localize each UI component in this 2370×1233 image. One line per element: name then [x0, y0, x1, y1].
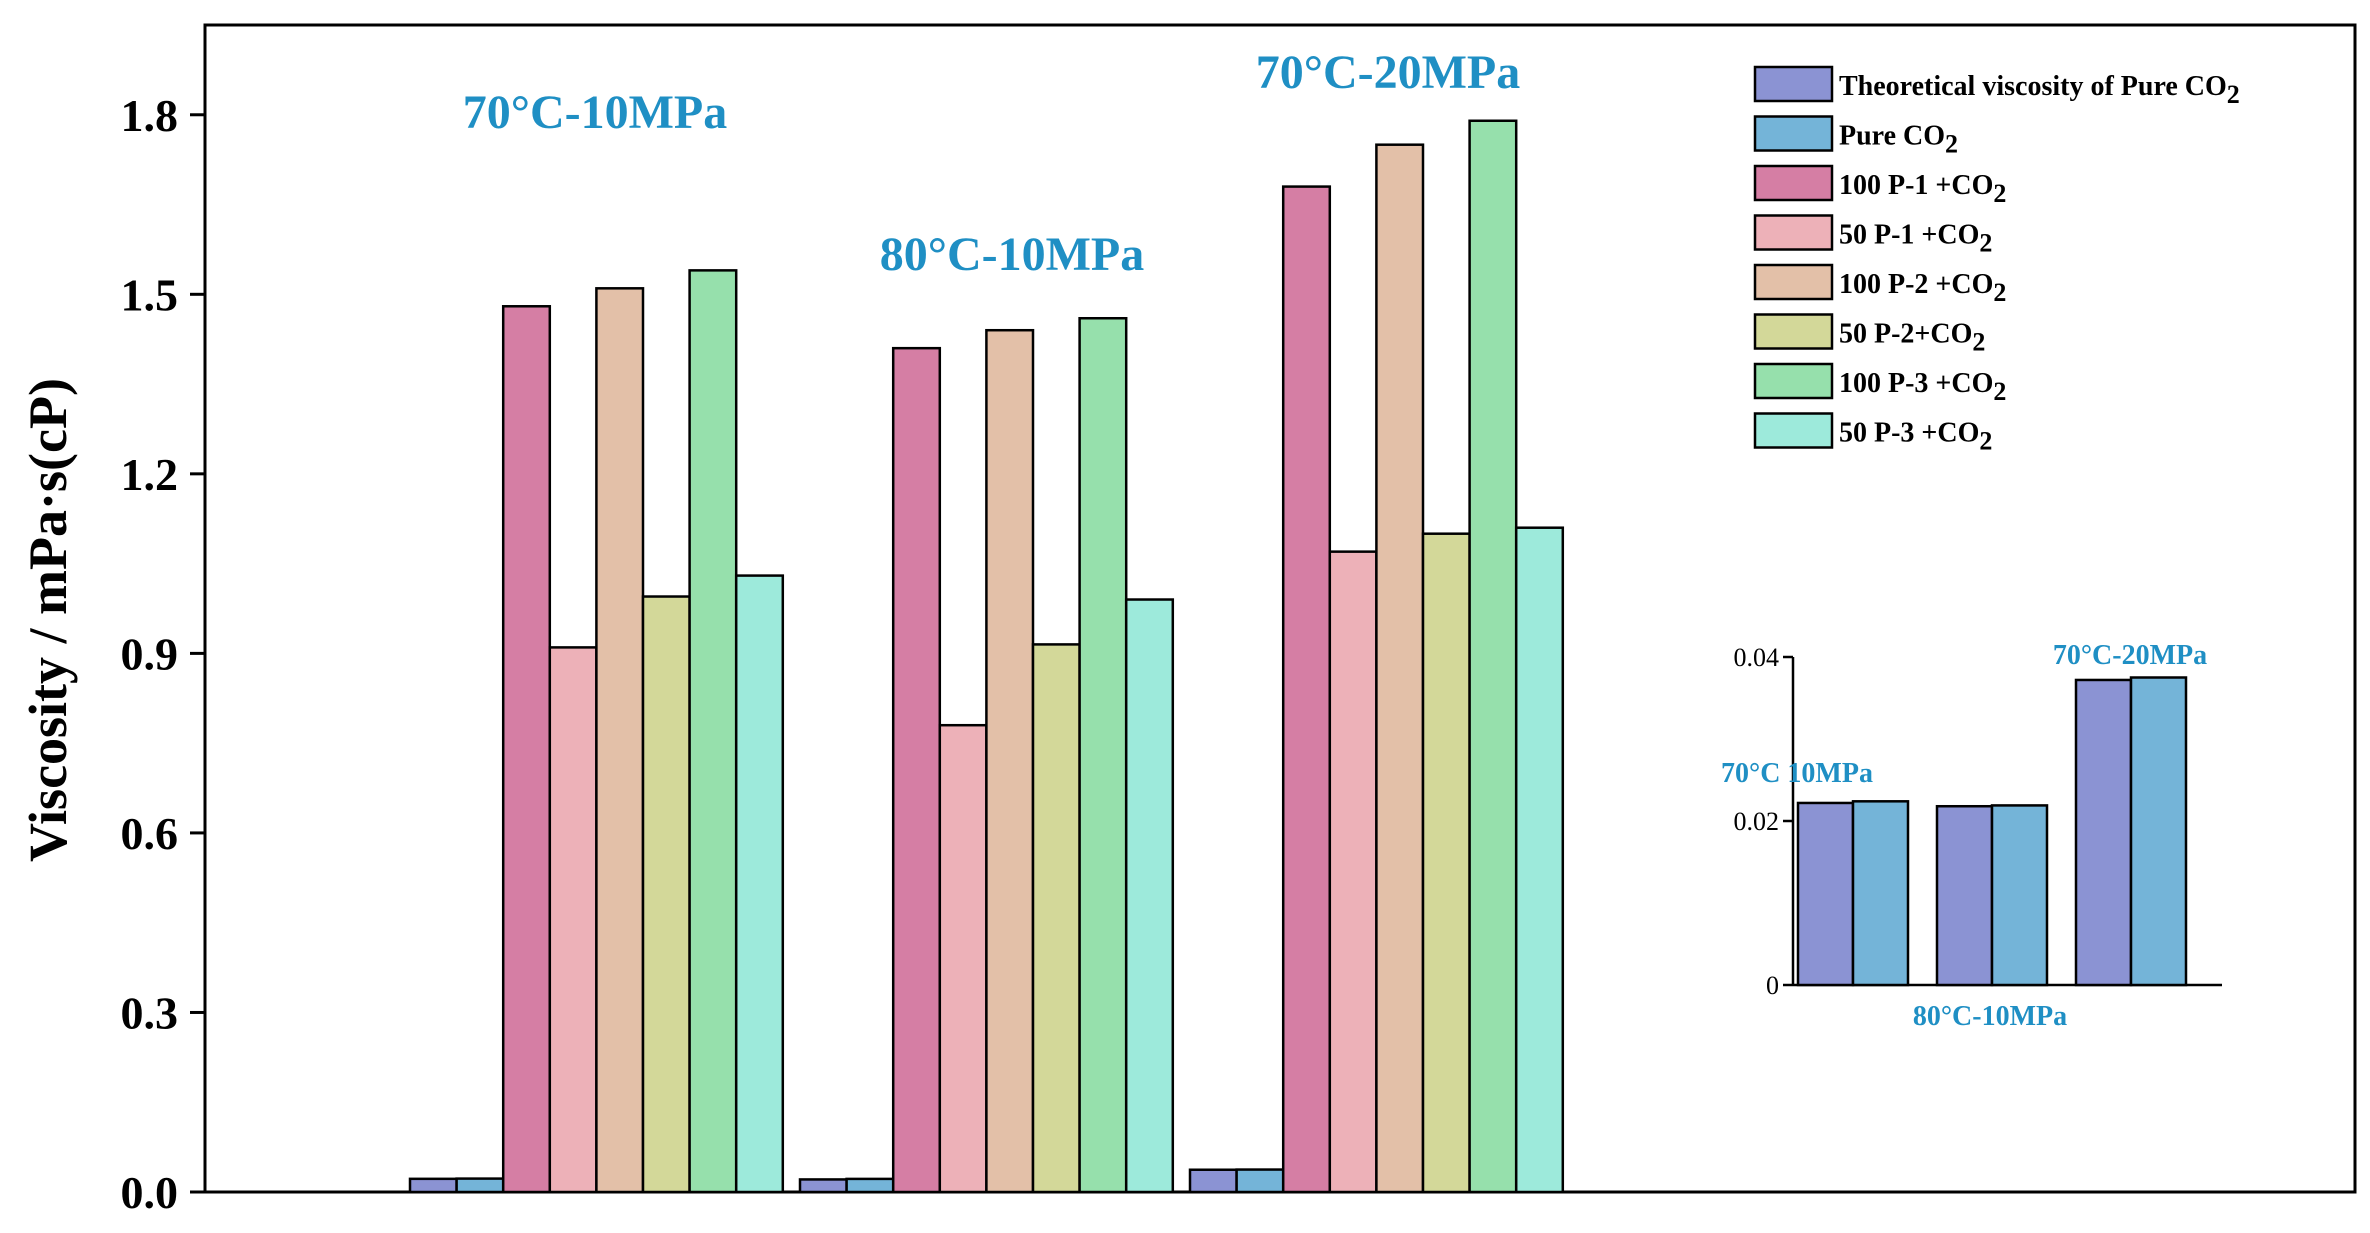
bar-1-2 [455, 1177, 505, 1194]
y-tick-label: 0.0 [121, 1167, 179, 1218]
bar-3-1 [1188, 1168, 1238, 1194]
bar-3-8 [1514, 526, 1565, 1194]
inset-bar-3-2 [2129, 676, 2188, 987]
legend-label: 100 P-2 +CO2 [1839, 269, 2006, 307]
inset-y-tick-label: 0.04 [1734, 643, 1780, 672]
bar-3-5 [1375, 143, 1425, 1194]
legend-swatch [1753, 362, 1834, 400]
bar-1-1 [408, 1177, 458, 1194]
y-tick-label: 1.5 [121, 269, 179, 320]
bar-1-7 [688, 269, 738, 1194]
bar-2-5 [985, 328, 1035, 1194]
legend-label: 100 P-3 +CO2 [1839, 368, 2006, 406]
bar-2-1 [798, 1178, 848, 1194]
legend-swatch [1753, 214, 1834, 251]
legend-label: Pure CO2 [1839, 121, 1958, 159]
y-axis-label: Viscosity / mPa·s(cP) [18, 378, 78, 862]
inset-y-tick-label: 0.02 [1734, 807, 1780, 836]
legend-label: 50 P-1 +CO2 [1839, 220, 1992, 258]
bar-2-3 [891, 346, 942, 1194]
group-label-2: 80°C-10MPa [880, 228, 1144, 281]
legend-label: 100 P-1 +CO2 [1839, 170, 2006, 208]
bar-1-6 [641, 595, 691, 1194]
legend: Theoretical viscosity of Pure CO2 Pure CO… [1753, 65, 2240, 456]
bar-3-7 [1468, 119, 1518, 1194]
group-label-3: 70°C-20MPa [1256, 46, 1520, 99]
group-labels: 70°C-10MPa 80°C-10MPa 70°C-20MPa [463, 46, 1520, 281]
legend-label: 50 P-2+CO2 [1839, 319, 1985, 357]
legend-label: Theoretical viscosity of Pure CO2 [1839, 71, 2240, 109]
inset-bar-1-2 [1851, 800, 1910, 987]
inset-label-2: 80°C-10MPa [1913, 1001, 2067, 1032]
inset-bar-1-1 [1796, 801, 1855, 987]
bar-3-6 [1421, 532, 1471, 1194]
bar-series [408, 119, 1565, 1194]
inset-label-1: 70°C 10MPa [1721, 758, 1873, 789]
inset-label-3: 70°C-20MPa [2053, 640, 2207, 671]
inset-bar-2-2 [1990, 804, 2049, 987]
y-tick-label: 0.6 [121, 808, 179, 859]
legend-swatch [1753, 164, 1834, 202]
legend-swatch [1753, 263, 1834, 301]
legend-swatch [1753, 65, 1834, 103]
bar-3-3 [1281, 185, 1332, 1194]
legend-swatch [1753, 412, 1834, 449]
bar-1-3 [501, 305, 552, 1194]
bar-2-6 [1031, 643, 1081, 1194]
group-label-1: 70°C-10MPa [463, 86, 727, 139]
bar-2-4 [938, 723, 988, 1194]
inset-chart: 0 0.02 0.04 70°C 10MPa 80°C-10MPa 70°C-20M… [1721, 640, 2222, 1032]
y-axis: 0.0 0.3 0.6 0.9 1.2 1.5 1.8 [121, 90, 205, 1218]
bar-2-2 [845, 1177, 895, 1194]
inset-bar-2-1 [1935, 804, 1994, 987]
bar-1-5 [595, 287, 645, 1194]
inset-y-tick-label: 0 [1766, 971, 1779, 1000]
y-tick-label: 0.9 [121, 628, 179, 679]
legend-swatch [1753, 115, 1834, 152]
legend-swatch [1753, 313, 1834, 350]
inset-bar-3-1 [2074, 678, 2133, 987]
bar-2-7 [1078, 316, 1128, 1194]
bar-3-4 [1328, 550, 1378, 1194]
bar-2-8 [1124, 598, 1175, 1194]
y-tick-label: 1.2 [121, 449, 179, 500]
y-tick-label: 1.8 [121, 90, 179, 141]
bar-1-8 [734, 574, 785, 1194]
inset-bar-series [1796, 676, 2188, 987]
y-tick-label: 0.3 [121, 987, 179, 1038]
bar-1-4 [548, 646, 598, 1194]
legend-label: 50 P-3 +CO2 [1839, 418, 1992, 456]
bar-3-2 [1235, 1168, 1285, 1194]
